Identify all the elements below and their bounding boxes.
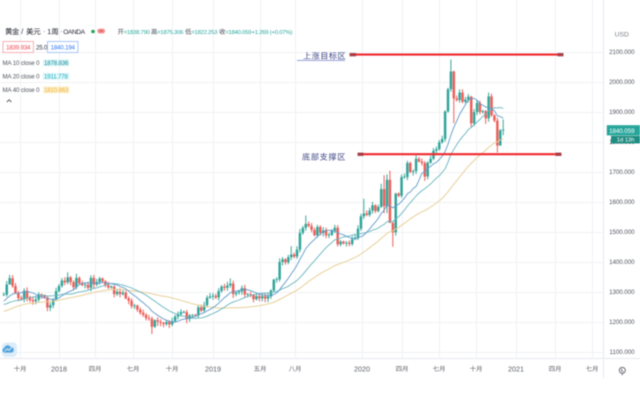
svg-text:25.0: 25.0	[36, 45, 48, 52]
svg-text:MA 40 close 0: MA 40 close 0	[3, 87, 41, 94]
svg-text:1911.778: 1911.778	[44, 74, 69, 81]
svg-text:1d 13h: 1d 13h	[617, 138, 635, 144]
svg-text:1700.000: 1700.000	[609, 169, 635, 176]
svg-text:USD: USD	[615, 32, 629, 39]
svg-text:=1822.253: =1822.253	[191, 30, 218, 36]
svg-text:1840.194: 1840.194	[51, 45, 76, 52]
svg-text:1600.000: 1600.000	[609, 199, 635, 206]
svg-text:MA 10 close 0: MA 10 close 0	[3, 60, 41, 67]
svg-text:2000.000: 2000.000	[609, 79, 635, 86]
svg-text:=1838.790: =1838.790	[124, 30, 151, 36]
svg-text:MA 20 close 0: MA 20 close 0	[3, 74, 41, 81]
svg-text:1840.059: 1840.059	[609, 128, 635, 135]
svg-text:·: ·	[60, 29, 62, 36]
svg-text:OANDA: OANDA	[63, 29, 86, 36]
svg-text:2018: 2018	[51, 365, 67, 374]
svg-text:=1875.306: =1875.306	[157, 30, 184, 36]
svg-text:=1840.059: =1840.059	[225, 30, 251, 36]
svg-text:1300.000: 1300.000	[609, 289, 635, 296]
svg-text:1100.000: 1100.000	[610, 349, 636, 356]
svg-text:1878.836: 1878.836	[44, 60, 69, 67]
svg-text:1839.934: 1839.934	[6, 45, 31, 52]
svg-text:2100.000: 2100.000	[609, 49, 635, 56]
svg-text:2020: 2020	[354, 365, 370, 374]
svg-text:1810.863: 1810.863	[44, 87, 69, 94]
svg-text:·: ·	[43, 29, 45, 36]
svg-text:1500.000: 1500.000	[609, 229, 635, 236]
svg-text:1: 1	[47, 29, 51, 36]
svg-text:1900.000: 1900.000	[609, 109, 635, 116]
svg-text:2021: 2021	[508, 365, 524, 374]
svg-text:1400.000: 1400.000	[609, 259, 635, 266]
svg-text:+1.269 (+0.07%): +1.269 (+0.07%)	[252, 30, 293, 36]
svg-text:/: /	[21, 27, 23, 36]
svg-text:1200.000: 1200.000	[609, 319, 635, 326]
svg-text:2019: 2019	[205, 365, 221, 374]
